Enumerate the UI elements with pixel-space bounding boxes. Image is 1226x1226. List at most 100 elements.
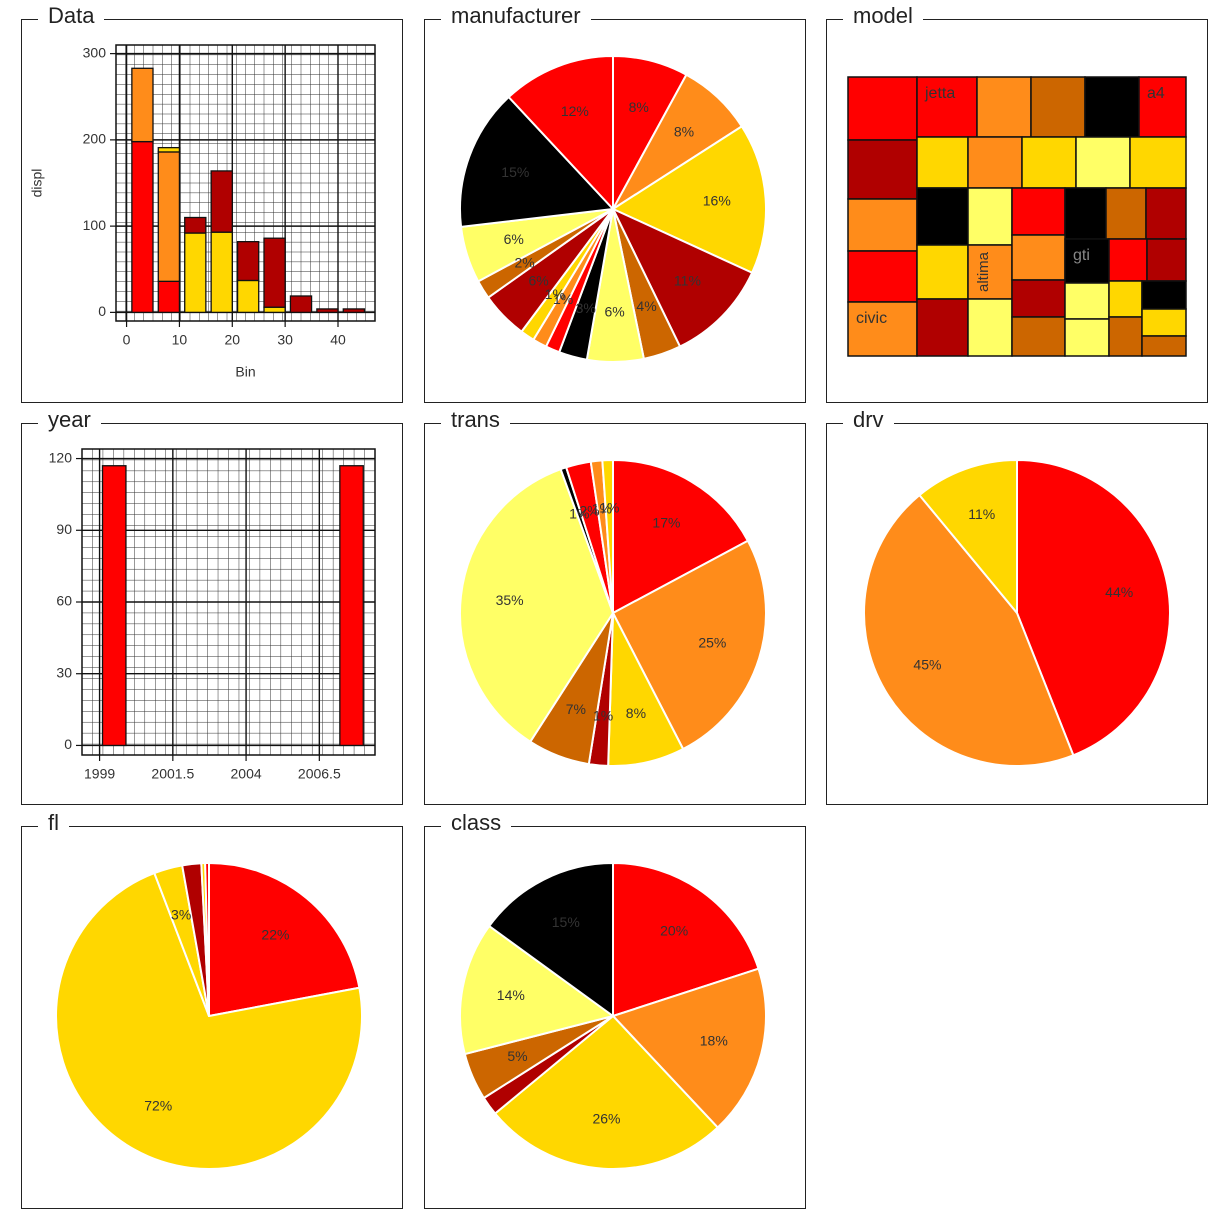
- model-tile: [1141, 335, 1187, 357]
- class-pie: [459, 862, 767, 1170]
- data-y-tick-label: 100: [83, 217, 107, 233]
- model-tile: [967, 298, 1013, 357]
- model-tile: [847, 198, 918, 252]
- model-tile: [1138, 76, 1187, 138]
- data-bar-segment: [263, 306, 286, 314]
- manufacturer-slice-label: 6%: [605, 304, 625, 320]
- data-x-axis-label: Bin: [235, 364, 255, 380]
- year-plot-frame: [81, 448, 376, 756]
- data-bar-segment: [184, 216, 207, 234]
- trans-slice-label: 1%: [599, 500, 619, 516]
- class-slice-label: 18%: [700, 1033, 728, 1049]
- model-tile: [847, 250, 918, 303]
- panel-title-data: Data: [38, 3, 105, 29]
- model-tile-label: civic: [856, 310, 887, 327]
- model-tile-label: jetta: [924, 85, 955, 102]
- manufacturer-slice-label: 1%: [553, 291, 573, 307]
- manufacturer-slice: [612, 125, 767, 274]
- trans-slice: [601, 459, 614, 614]
- class-slice: [488, 862, 614, 1017]
- manufacturer-slice: [612, 208, 754, 348]
- panel-title-model: model: [843, 3, 923, 29]
- model-tile-label: a4: [1147, 85, 1165, 102]
- data-plot-frame: [115, 44, 376, 322]
- panel-title-manufacturer: manufacturer: [441, 3, 591, 29]
- panel-trans: trans: [424, 407, 806, 805]
- manufacturer-slice: [507, 55, 614, 210]
- data-bar-segment: [157, 146, 181, 153]
- fl-slice: [55, 872, 363, 1170]
- model-tile: [1108, 238, 1148, 282]
- data-bar-segment: [236, 240, 260, 282]
- fl-slice-label: 3%: [171, 906, 191, 922]
- model-tile: [1075, 136, 1131, 189]
- year-bar: [339, 465, 364, 747]
- drv-slice: [863, 494, 1075, 767]
- trans-slice-label: 7%: [566, 701, 586, 717]
- manufacturer-slice-label: 4%: [636, 298, 656, 314]
- model-tile: [1021, 136, 1077, 189]
- manufacturer-slice-label: 15%: [501, 164, 529, 180]
- data-bar-segment: [131, 67, 154, 143]
- panel-data: Data: [21, 3, 403, 403]
- panel-title-fl: fl: [38, 810, 69, 836]
- model-tile: [1011, 279, 1066, 318]
- manufacturer-slice-label: 8%: [674, 124, 694, 140]
- manufacturer-slice-label: 2%: [514, 255, 534, 271]
- year-x-tick-label: 2001.5: [151, 766, 194, 782]
- model-tile: [1141, 308, 1187, 337]
- data-y-tick-label: 200: [83, 131, 107, 147]
- data-x-tick-label: 0: [123, 332, 131, 348]
- manufacturer-slice-label: 6%: [504, 231, 524, 247]
- model-tile: [1064, 318, 1110, 357]
- manufacturer-slice-label: 8%: [629, 99, 649, 115]
- drv-slice-label: 45%: [913, 657, 941, 673]
- class-slice: [494, 1015, 719, 1170]
- class-slice-label: 14%: [497, 987, 525, 1003]
- class-slice-label: 26%: [592, 1111, 620, 1127]
- model-tile: [847, 139, 918, 200]
- model-tile: [916, 136, 969, 189]
- model-tile: [916, 244, 969, 300]
- panel-model: model: [826, 3, 1208, 403]
- data-x-tick-label: 10: [172, 332, 188, 348]
- model-tile: [1108, 280, 1143, 318]
- trans-slice: [612, 539, 767, 750]
- data-plot: [110, 44, 376, 327]
- data-y-axis-label: displ: [29, 169, 45, 198]
- year-bar: [101, 465, 127, 747]
- year-x-tick-label: 2004: [231, 766, 262, 782]
- year-x-tick-label: 2006.5: [298, 766, 341, 782]
- model-tile: [967, 136, 1023, 189]
- model-tile: [1011, 316, 1066, 357]
- model-tile: [1141, 280, 1187, 310]
- trans-slice-label: 17%: [652, 514, 680, 530]
- panel-year: year: [21, 407, 403, 805]
- model-tile: [1146, 238, 1187, 282]
- data-y-tick-label: 0: [98, 303, 106, 319]
- manufacturer-slice-label: 1%: [545, 286, 565, 302]
- data-x-tick-label: 40: [330, 332, 346, 348]
- trans-slice-label: 2%: [579, 502, 599, 518]
- model-tile: [916, 187, 969, 246]
- class-slice-label: 15%: [552, 914, 580, 930]
- model-tile: [1064, 187, 1107, 240]
- data-bar-segment: [342, 308, 366, 314]
- model-tile: [1030, 76, 1086, 138]
- model-tile: [847, 76, 918, 141]
- model-tile-label: gti: [1073, 247, 1090, 264]
- model-tile: [1105, 187, 1147, 240]
- drv-slice: [1016, 459, 1171, 757]
- data-bar-segment: [157, 280, 181, 314]
- model-tile: [1011, 187, 1066, 236]
- data-x-tick-label: 20: [224, 332, 240, 348]
- drv-slice-label: 44%: [1105, 584, 1133, 600]
- data-y-tick-label: 300: [83, 44, 107, 60]
- fl-pie: [55, 862, 363, 1170]
- data-bar-segment: [210, 170, 233, 233]
- model-tile-label: altima: [975, 251, 992, 292]
- trans-slice-label: 1%: [593, 707, 613, 723]
- model-tile: [976, 76, 1032, 138]
- data-bar-segment: [184, 232, 207, 314]
